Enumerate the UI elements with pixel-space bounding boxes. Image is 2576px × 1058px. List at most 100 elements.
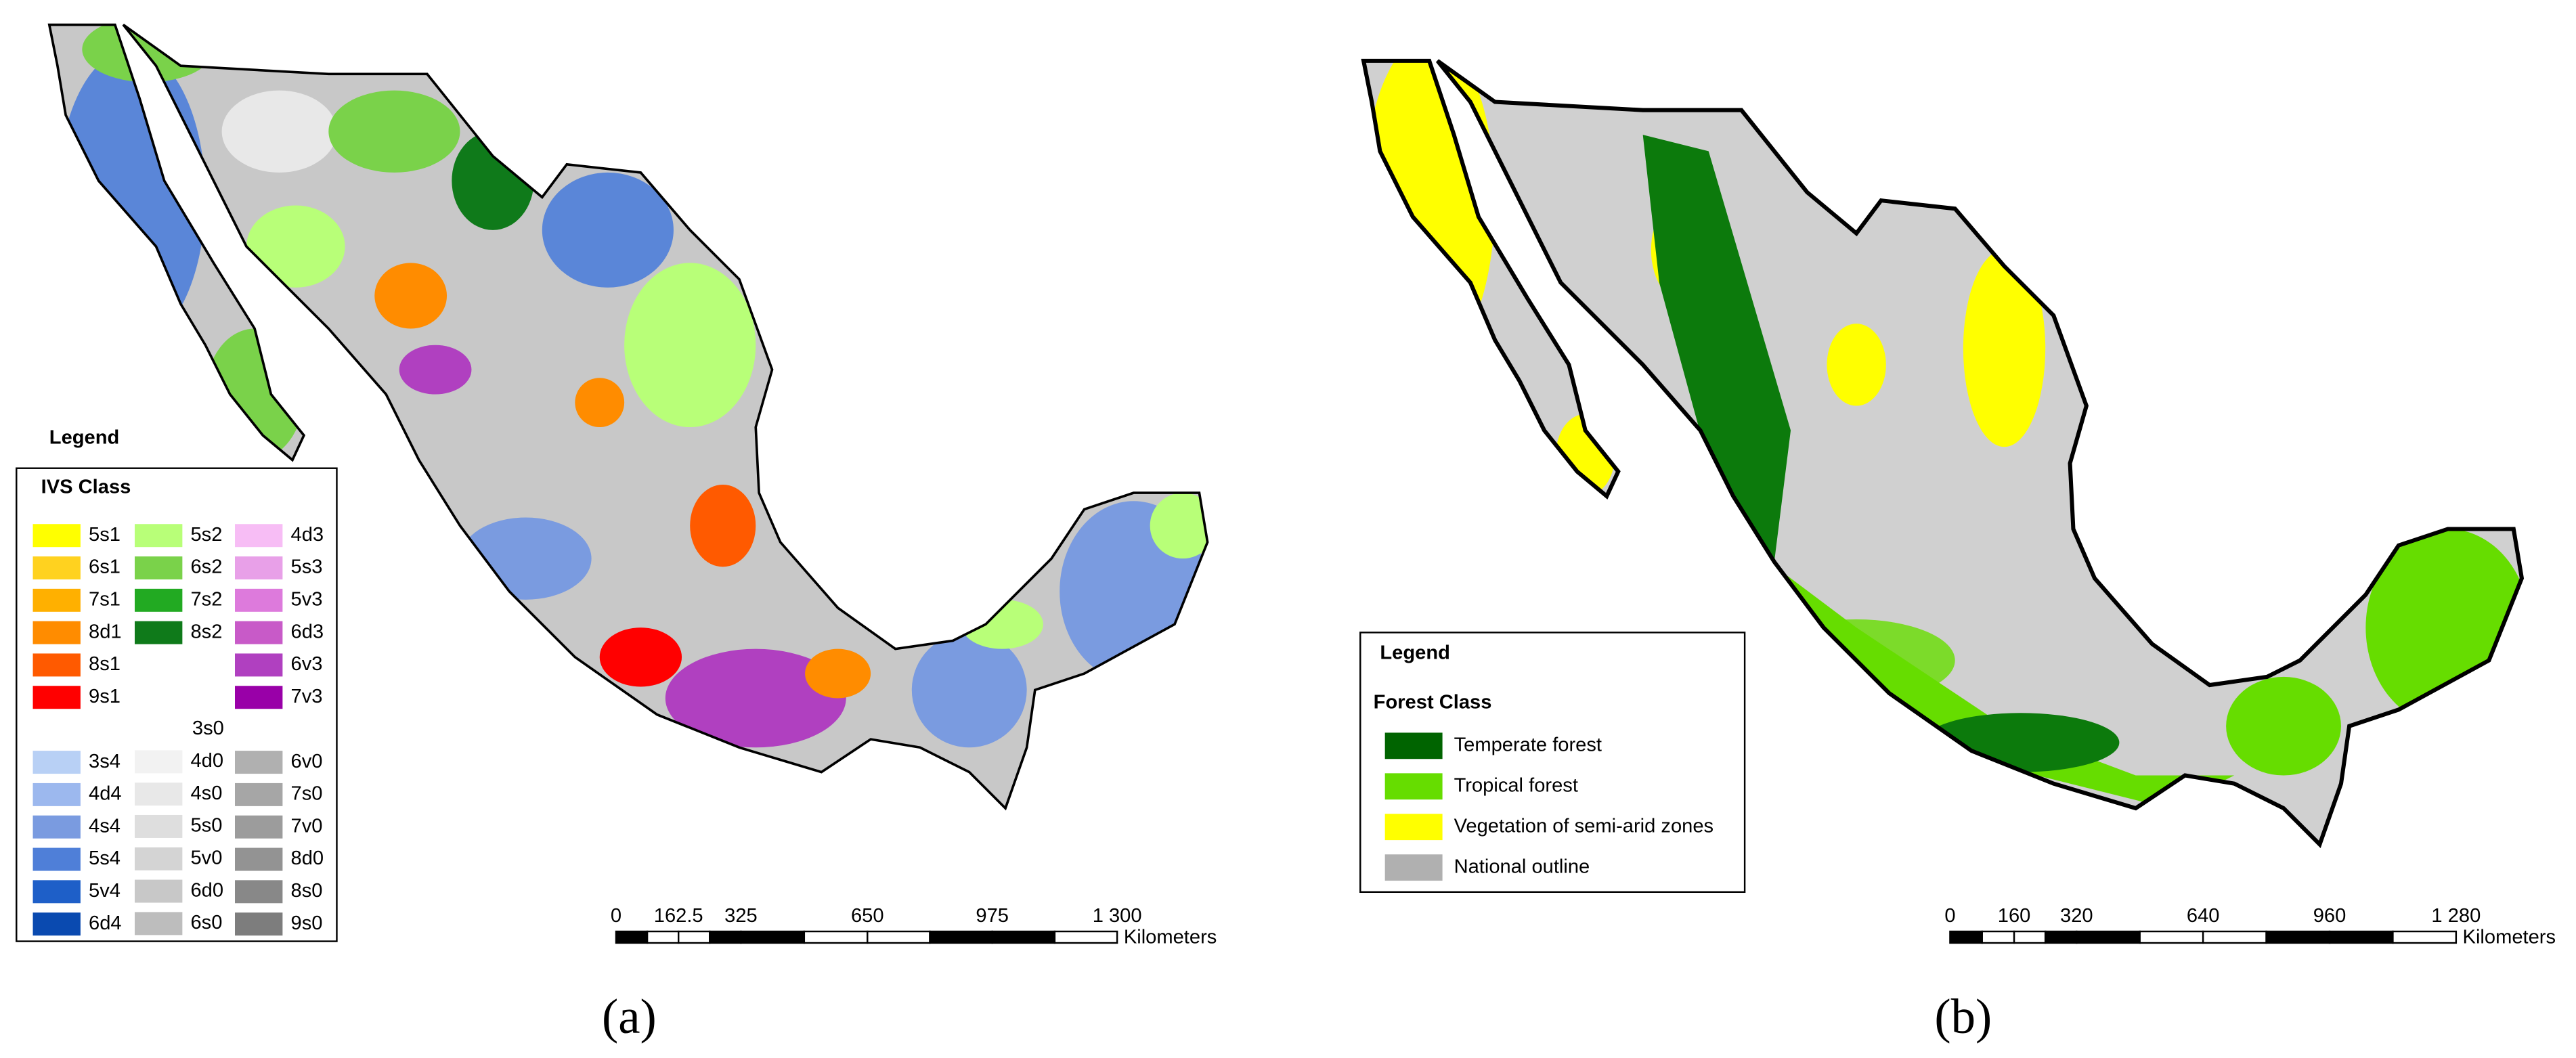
scale-segment: [677, 930, 711, 944]
legend-swatch: [32, 653, 81, 677]
legend-label: 8s0: [291, 880, 323, 902]
scale-segment: [2328, 930, 2394, 944]
legend-label: 4d4: [89, 783, 122, 805]
legend-label: 5v0: [190, 847, 222, 868]
legend-label: 5s1: [89, 524, 121, 546]
legend-swatch: [235, 783, 283, 806]
legend-label: 5s2: [190, 524, 222, 546]
caption: (b): [1934, 989, 1992, 1044]
legend-label: National outline: [1454, 856, 1590, 877]
scale-segment: [646, 930, 680, 944]
scale-label: 160: [1998, 905, 2031, 927]
legend-title: Legend: [49, 427, 120, 449]
scale-label: 640: [2187, 905, 2220, 927]
legend-swatch: [32, 751, 81, 774]
legend-swatch: [32, 847, 81, 871]
legend-label: 8d0: [291, 847, 324, 869]
legend-swatch: [32, 880, 81, 904]
scale-segment: [2076, 930, 2141, 944]
scale-label: 1 300: [1093, 905, 1142, 927]
scale-segment: [709, 930, 742, 944]
legend-label: 5s4: [89, 847, 121, 869]
legend-label: 3s4: [89, 751, 121, 772]
scale-segment: [2392, 930, 2458, 944]
scale-segment: [740, 930, 806, 944]
legend-swatch: [32, 815, 81, 839]
scale-segment: [2013, 930, 2047, 944]
scale-segment: [929, 930, 993, 944]
scale-segment: [1053, 930, 1118, 944]
legend-swatch: [134, 750, 183, 774]
legend-label: 7v0: [291, 815, 323, 837]
legend-box-b: [1359, 632, 1746, 894]
legend-swatch: [32, 621, 81, 644]
legend-swatch: [1384, 773, 1443, 800]
legend-swatch: [134, 783, 183, 806]
scale-unit: Kilometers: [1124, 926, 1217, 948]
legend-subtitle: IVS Class: [41, 477, 131, 498]
scale-label: 975: [976, 905, 1009, 927]
legend-label: 6d4: [89, 912, 122, 934]
legend-subtitle: Forest Class: [1374, 691, 1492, 713]
scale-segment: [803, 930, 869, 944]
legend-swatch: [235, 847, 283, 871]
legend-swatch: [32, 912, 81, 936]
legend-label: Temperate forest: [1454, 734, 1602, 756]
scale-label: 960: [2313, 905, 2346, 927]
legend-label: 5s0: [190, 815, 222, 837]
legend-label: 6s0: [190, 912, 222, 933]
legend-label: 3s0: [192, 718, 224, 739]
legend-swatch: [235, 686, 283, 709]
legend-swatch: [1384, 732, 1443, 759]
scale-segment: [2202, 930, 2267, 944]
legend-swatch: [134, 814, 183, 838]
legend-swatch: [235, 912, 283, 936]
legend-swatch: [134, 524, 183, 548]
scale-segment: [1981, 930, 2015, 944]
legend-label: Tropical forest: [1454, 774, 1578, 796]
scale-segment: [867, 930, 931, 944]
legend-label: 4d0: [190, 750, 223, 772]
scale-label: 0: [1944, 905, 1955, 927]
legend-swatch: [134, 912, 183, 935]
legend-swatch: [235, 815, 283, 839]
legend-label: 7s2: [190, 589, 222, 611]
scale-segment: [2139, 930, 2204, 944]
scale-segment: [1949, 930, 1983, 944]
legend-swatch: [32, 556, 81, 579]
scale-segment: [991, 930, 1056, 944]
legend-label: 8s2: [190, 621, 222, 642]
legend-swatch: [134, 556, 183, 579]
legend-label: 8d1: [89, 621, 122, 642]
legend-swatch: [134, 879, 183, 903]
map-a: [47, 23, 1209, 810]
legend-swatch: [235, 524, 283, 548]
legend-label: 7s1: [89, 589, 121, 611]
legend-swatch: [134, 621, 183, 644]
scale-label: 162.5: [654, 905, 703, 927]
legend-title: Legend: [1380, 642, 1450, 664]
scale-label: 325: [724, 905, 758, 927]
legend-label: 4s0: [190, 783, 222, 804]
legend-swatch: [134, 847, 183, 870]
legend-swatch: [235, 880, 283, 904]
legend-label: 6d0: [190, 879, 223, 901]
legend-swatch: [32, 524, 81, 548]
legend-label: 6v0: [291, 751, 323, 772]
legend-swatch: [235, 653, 283, 677]
legend-label: 9s0: [291, 912, 323, 934]
legend-swatch: [1384, 814, 1443, 841]
legend-label: 5s3: [291, 556, 323, 578]
scale-segment: [615, 930, 649, 944]
scale-label: 0: [611, 905, 621, 927]
legend-swatch: [235, 556, 283, 579]
scale-label: 320: [2060, 905, 2093, 927]
legend-label: 9s1: [89, 686, 121, 707]
legend-swatch: [235, 588, 283, 612]
legend-label: Vegetation of semi-arid zones: [1454, 815, 1714, 837]
legend-label: 7s0: [291, 783, 323, 805]
legend-swatch: [235, 621, 283, 644]
legend-swatch: [134, 588, 183, 612]
legend-label: 4s4: [89, 815, 121, 837]
